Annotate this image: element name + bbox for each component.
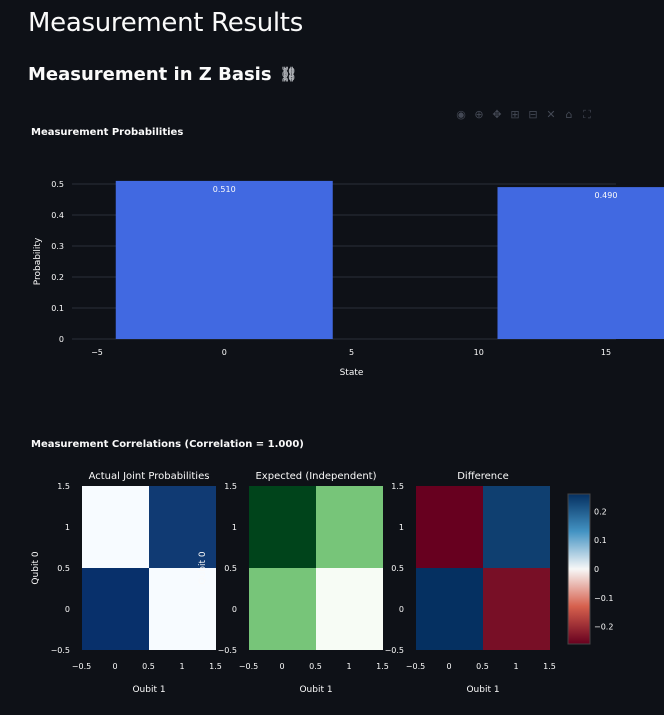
camera-icon[interactable]: ◉	[456, 108, 466, 121]
pan-icon[interactable]: ✥	[492, 108, 502, 121]
y-tick-label: 0	[59, 335, 64, 344]
x-tick-label: 0.5	[476, 662, 489, 671]
y-tick-label: 0	[65, 605, 70, 614]
heatmap-cell	[149, 568, 216, 650]
y-tick-label: 1	[232, 523, 237, 532]
probability-bar-chart: 0 0.1 0.2 0.3 0.4 0.5 0.510 0.490 −5 0 5 10 15 State P…	[33, 180, 664, 378]
bar	[115, 180, 333, 339]
y-tick-label: 1	[65, 523, 70, 532]
x-tick-label: 0.5	[142, 662, 155, 671]
y-tick-label: 1.5	[57, 482, 70, 491]
x-tick-label: −0.5	[72, 662, 91, 671]
x-tick-label: 1	[513, 662, 518, 671]
x-tick-label: 0	[446, 662, 451, 671]
x-tick-label: 10	[474, 348, 484, 357]
x-tick-label: 5	[349, 348, 354, 357]
y-tick-label: 0.1	[51, 304, 64, 313]
x-tick-label: −0.5	[406, 662, 425, 671]
y-tick-label: 0.5	[224, 564, 237, 573]
y-axis-label: Qubit 0	[198, 551, 208, 584]
x-tick-label: −5	[91, 348, 103, 357]
section-title: Measurement in Z Basis ⛓	[28, 64, 297, 85]
heatmap-cell	[149, 486, 216, 568]
x-tick-label: 0	[279, 662, 284, 671]
colorbar-tick-label: 0.2	[594, 507, 607, 516]
y-tick-label: −0.5	[218, 646, 237, 655]
x-tick-label: 0	[112, 662, 117, 671]
link-icon[interactable]: ⛓	[279, 66, 298, 83]
y-tick-label: 0.3	[51, 242, 64, 251]
y-tick-label: 0.4	[51, 211, 64, 220]
y-axis-label: Qubit 0	[31, 551, 41, 584]
bar-chart-title: Measurement Probabilities	[31, 127, 184, 138]
x-tick-label: 0	[222, 348, 227, 357]
y-tick-label: −0.5	[385, 646, 404, 655]
colorbar-tick-label: 0.1	[594, 536, 607, 545]
heatmap-cell	[483, 568, 550, 650]
correlation-heatmaps: Actual Joint Probabilities −0.5 0 0.5 1 1.5 −0…	[31, 471, 613, 692]
bar-data-label: 0.490	[595, 191, 618, 200]
home-icon[interactable]: ⌂	[565, 108, 573, 121]
x-axis-label: Qubit 1	[132, 685, 165, 692]
x-tick-label: 1	[179, 662, 184, 671]
zoom-in-icon[interactable]: ⊞	[510, 108, 520, 121]
y-tick-label: 0	[232, 605, 237, 614]
y-tick-label: 0.5	[391, 564, 404, 573]
colorbar-tick-label: −0.1	[594, 594, 613, 603]
heatmap-cell	[316, 568, 383, 650]
colorbar-tick-label: 0	[594, 565, 599, 574]
y-tick-label: 0	[399, 605, 404, 614]
zoom-out-icon[interactable]: ⊟	[528, 108, 538, 121]
heatmap-cell	[483, 486, 550, 568]
heatmap-subtitle: Actual Joint Probabilities	[89, 471, 210, 482]
heatmap-cell	[82, 568, 149, 650]
y-tick-label: 0.5	[57, 564, 70, 573]
heatmap-chart-title: Measurement Correlations (Correlation = …	[31, 439, 304, 450]
page-title: Measurement Results	[28, 8, 303, 38]
y-tick-label: 1.5	[224, 482, 237, 491]
bar	[497, 187, 664, 339]
x-tick-label: 1.5	[376, 662, 389, 671]
chart-modebar: ◉ ⊕ ✥ ⊞ ⊟ ✕ ⌂ ⛶	[454, 108, 594, 122]
zoom-icon[interactable]: ⊕	[474, 108, 484, 121]
x-tick-label: −0.5	[239, 662, 258, 671]
x-axis-label: Qubit 1	[466, 685, 499, 692]
heatmap-cell	[249, 568, 316, 650]
y-tick-label: 0.5	[51, 180, 64, 189]
colorbar	[567, 493, 591, 645]
x-tick-label: 15	[601, 348, 611, 357]
y-tick-label: 0.2	[51, 273, 64, 282]
x-axis-label: Qubit 1	[299, 685, 332, 692]
y-tick-label: −0.5	[51, 646, 70, 655]
colorbar-tick-label: −0.2	[594, 623, 613, 632]
heatmap-cell	[316, 486, 383, 568]
heatmap-cell	[82, 486, 149, 568]
bar-data-label: 0.510	[213, 185, 236, 194]
x-tick-label: 1.5	[209, 662, 222, 671]
heatmap-cell	[416, 568, 483, 650]
x-tick-label: 1.5	[543, 662, 556, 671]
y-tick-label: 1	[399, 523, 404, 532]
x-tick-label: 0.5	[309, 662, 322, 671]
autoscale-icon[interactable]: ✕	[546, 108, 556, 121]
heatmap-cell	[249, 486, 316, 568]
heatmap-subtitle: Expected (Independent)	[255, 471, 376, 482]
section-title-text: Measurement in Z Basis	[28, 64, 272, 85]
heatmap-subtitle: Difference	[457, 471, 509, 482]
x-tick-label: 1	[346, 662, 351, 671]
heatmap-cell	[416, 486, 483, 568]
fullscreen-icon[interactable]: ⛶	[583, 108, 591, 121]
x-axis-label: State	[340, 368, 364, 378]
y-tick-label: 1.5	[391, 482, 404, 491]
y-axis-label: Probability	[33, 237, 43, 285]
